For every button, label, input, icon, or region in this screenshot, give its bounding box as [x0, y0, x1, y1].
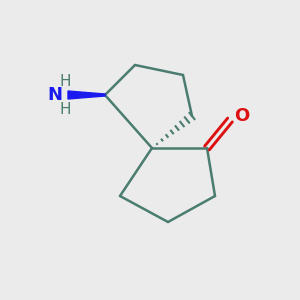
Text: H: H — [59, 101, 71, 116]
Polygon shape — [68, 91, 105, 99]
Text: O: O — [234, 107, 250, 125]
Text: N: N — [47, 86, 62, 104]
Text: H: H — [59, 74, 71, 89]
